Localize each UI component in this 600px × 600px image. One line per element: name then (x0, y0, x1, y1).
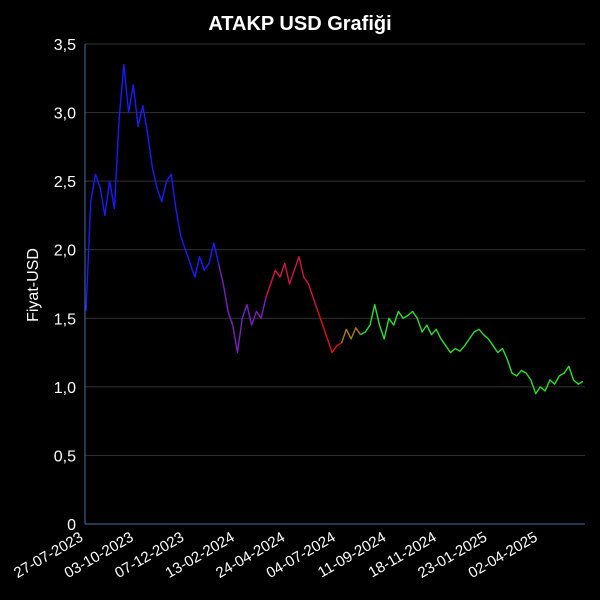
y-ticks: 0 0,5 1,0 1,5 2,0 2,5 3,0 3,5 (54, 37, 76, 534)
grid-lines (85, 43, 585, 456)
series-line-segment-5 (360, 303, 584, 395)
y-tick-label: 2,0 (54, 243, 76, 260)
y-tick-label: 3,5 (54, 37, 76, 54)
y-tick-label: 2,5 (54, 174, 76, 191)
series-line-segment-0 (85, 63, 220, 312)
price-series (85, 63, 584, 395)
series-line-segment-3 (317, 311, 342, 354)
series-line-segment-4 (340, 327, 362, 344)
y-tick-label: 1,0 (54, 380, 76, 397)
x-ticks: 27-07-202303-10-202307-12-202313-02-2024… (11, 529, 540, 582)
y-tick-label: 0 (67, 517, 76, 534)
y-tick-label: 1,5 (54, 311, 76, 328)
y-tick-label: 3,0 (54, 106, 76, 123)
y-tick-label: 0,5 (54, 448, 76, 465)
y-axis-label: Fiyat-USD (25, 248, 42, 322)
series-line-segment-1 (217, 263, 267, 354)
series-line-segment-2 (265, 255, 319, 312)
chart-title: ATAKP USD Grafiği (208, 13, 391, 35)
